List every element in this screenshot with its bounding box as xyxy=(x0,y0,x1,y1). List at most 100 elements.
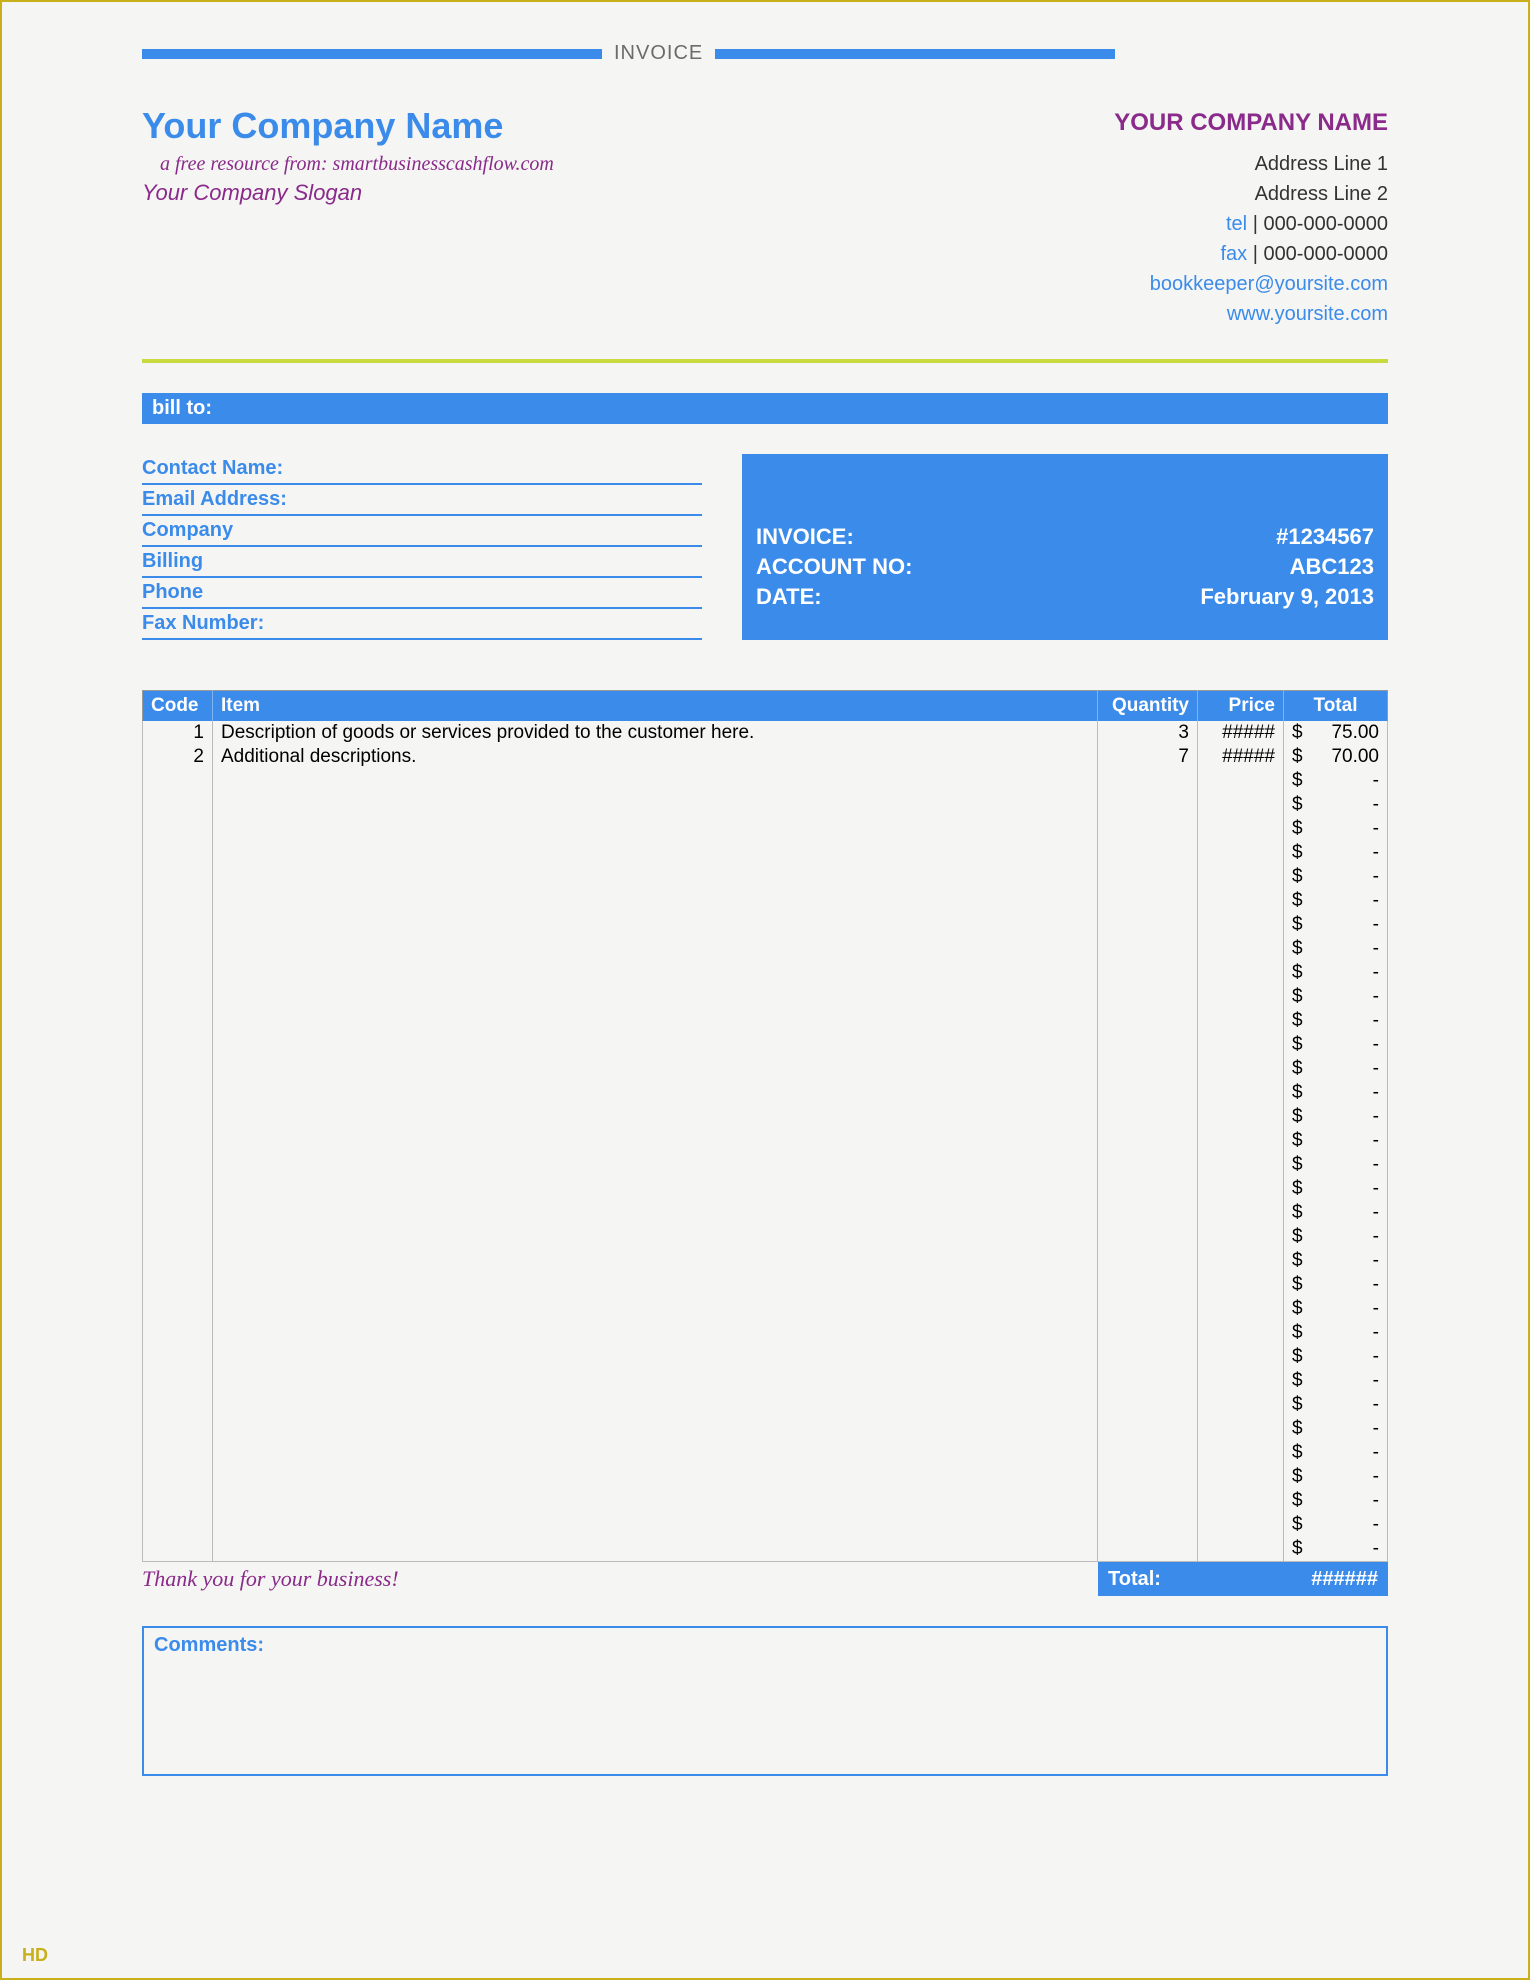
cell-qty[interactable] xyxy=(1098,793,1198,817)
cell-price[interactable] xyxy=(1198,1321,1284,1345)
cell-item[interactable] xyxy=(213,1345,1098,1369)
cell-item[interactable] xyxy=(213,1465,1098,1489)
cell-item[interactable] xyxy=(213,1225,1098,1249)
cell-amount[interactable]: - xyxy=(1308,1009,1388,1033)
cell-item[interactable] xyxy=(213,985,1098,1009)
cell-item[interactable] xyxy=(213,1033,1098,1057)
cell-code[interactable] xyxy=(143,1081,213,1105)
cell-code[interactable] xyxy=(143,1417,213,1441)
cell-price[interactable] xyxy=(1198,1537,1284,1562)
cell-item[interactable] xyxy=(213,961,1098,985)
cell-qty[interactable] xyxy=(1098,769,1198,793)
cell-price[interactable] xyxy=(1198,937,1284,961)
cell-amount[interactable]: - xyxy=(1308,1465,1388,1489)
cell-code[interactable] xyxy=(143,1465,213,1489)
cell-code[interactable] xyxy=(143,1321,213,1345)
cell-amount[interactable]: - xyxy=(1308,1249,1388,1273)
cell-price[interactable] xyxy=(1198,1225,1284,1249)
cell-code[interactable] xyxy=(143,1537,213,1562)
cell-price[interactable] xyxy=(1198,1033,1284,1057)
cell-qty[interactable] xyxy=(1098,1129,1198,1153)
cell-amount[interactable]: - xyxy=(1308,1369,1388,1393)
bill-field-contact[interactable]: Contact Name: xyxy=(142,454,702,485)
cell-qty[interactable] xyxy=(1098,1465,1198,1489)
cell-amount[interactable]: - xyxy=(1308,1513,1388,1537)
cell-item[interactable] xyxy=(213,913,1098,937)
cell-amount[interactable]: 75.00 xyxy=(1308,721,1388,745)
cell-item[interactable] xyxy=(213,1129,1098,1153)
cell-code[interactable] xyxy=(143,1297,213,1321)
cell-amount[interactable]: - xyxy=(1308,1489,1388,1513)
cell-code[interactable] xyxy=(143,889,213,913)
cell-item[interactable]: Additional descriptions. xyxy=(213,745,1098,769)
cell-amount[interactable]: - xyxy=(1308,1057,1388,1081)
cell-code[interactable] xyxy=(143,985,213,1009)
cell-qty[interactable] xyxy=(1098,1297,1198,1321)
cell-item[interactable] xyxy=(213,1153,1098,1177)
cell-code[interactable] xyxy=(143,793,213,817)
cell-code[interactable] xyxy=(143,817,213,841)
cell-qty[interactable] xyxy=(1098,1009,1198,1033)
cell-qty[interactable] xyxy=(1098,1033,1198,1057)
cell-qty[interactable]: 3 xyxy=(1098,721,1198,745)
cell-code[interactable] xyxy=(143,1273,213,1297)
cell-price[interactable]: ##### xyxy=(1198,745,1284,769)
cell-amount[interactable]: - xyxy=(1308,841,1388,865)
cell-amount[interactable]: - xyxy=(1308,1153,1388,1177)
cell-price[interactable] xyxy=(1198,1489,1284,1513)
cell-qty[interactable] xyxy=(1098,865,1198,889)
cell-code[interactable] xyxy=(143,1369,213,1393)
cell-amount[interactable]: - xyxy=(1308,1345,1388,1369)
cell-code[interactable]: 2 xyxy=(143,745,213,769)
cell-qty[interactable] xyxy=(1098,1441,1198,1465)
cell-price[interactable] xyxy=(1198,793,1284,817)
cell-qty[interactable] xyxy=(1098,985,1198,1009)
cell-item[interactable] xyxy=(213,865,1098,889)
cell-amount[interactable]: - xyxy=(1308,937,1388,961)
cell-price[interactable] xyxy=(1198,841,1284,865)
cell-price[interactable] xyxy=(1198,1393,1284,1417)
cell-item[interactable] xyxy=(213,889,1098,913)
cell-amount[interactable]: - xyxy=(1308,1033,1388,1057)
cell-qty[interactable] xyxy=(1098,1081,1198,1105)
cell-price[interactable] xyxy=(1198,985,1284,1009)
cell-amount[interactable]: - xyxy=(1308,1537,1388,1562)
cell-price[interactable] xyxy=(1198,1105,1284,1129)
cell-price[interactable] xyxy=(1198,1201,1284,1225)
cell-amount[interactable]: - xyxy=(1308,913,1388,937)
cell-amount[interactable]: - xyxy=(1308,865,1388,889)
cell-item[interactable] xyxy=(213,1441,1098,1465)
cell-price[interactable] xyxy=(1198,1345,1284,1369)
cell-amount[interactable]: - xyxy=(1308,1321,1388,1345)
cell-item[interactable] xyxy=(213,1513,1098,1537)
cell-item[interactable] xyxy=(213,1057,1098,1081)
cell-amount[interactable]: - xyxy=(1308,889,1388,913)
cell-code[interactable] xyxy=(143,1033,213,1057)
cell-amount[interactable]: - xyxy=(1308,1225,1388,1249)
cell-amount[interactable]: - xyxy=(1308,817,1388,841)
cell-item[interactable] xyxy=(213,1081,1098,1105)
cell-qty[interactable] xyxy=(1098,1153,1198,1177)
cell-amount[interactable]: - xyxy=(1308,1297,1388,1321)
cell-code[interactable] xyxy=(143,1513,213,1537)
cell-amount[interactable]: - xyxy=(1308,1273,1388,1297)
cell-item[interactable] xyxy=(213,1009,1098,1033)
cell-amount[interactable]: - xyxy=(1308,1201,1388,1225)
cell-price[interactable] xyxy=(1198,1513,1284,1537)
bill-field-phone[interactable]: Phone xyxy=(142,578,702,609)
cell-code[interactable] xyxy=(143,1105,213,1129)
cell-item[interactable] xyxy=(213,1105,1098,1129)
cell-price[interactable] xyxy=(1198,1129,1284,1153)
cell-item[interactable] xyxy=(213,817,1098,841)
cell-qty[interactable] xyxy=(1098,1273,1198,1297)
bill-field-billing[interactable]: Billing xyxy=(142,547,702,578)
cell-amount[interactable]: 70.00 xyxy=(1308,745,1388,769)
cell-item[interactable] xyxy=(213,1177,1098,1201)
cell-code[interactable] xyxy=(143,1489,213,1513)
cell-amount[interactable]: - xyxy=(1308,1081,1388,1105)
cell-code[interactable] xyxy=(143,1009,213,1033)
cell-code[interactable] xyxy=(143,769,213,793)
cell-qty[interactable] xyxy=(1098,1201,1198,1225)
cell-code[interactable] xyxy=(143,1057,213,1081)
cell-price[interactable] xyxy=(1198,817,1284,841)
